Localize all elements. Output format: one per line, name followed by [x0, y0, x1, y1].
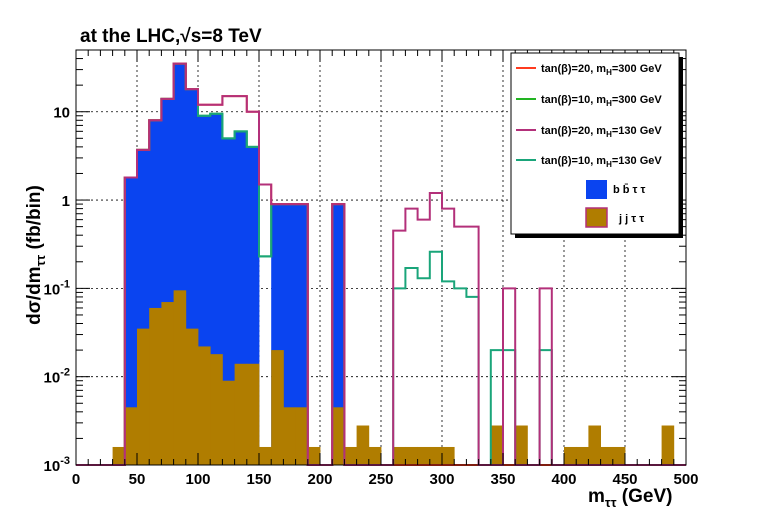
- histogram-bar: [600, 446, 614, 465]
- histogram-bar: [271, 350, 284, 465]
- histogram-bar: [234, 363, 248, 465]
- x-axis-ticks: 0 50 100 150 200 250 300 350 400 450 500: [72, 50, 699, 488]
- legend-entry-label: tan(β)=10, mH=300 GeV: [541, 94, 662, 108]
- histogram-bar: [368, 446, 382, 465]
- x-tick-label: 350: [490, 471, 515, 488]
- histogram-bar: [161, 302, 174, 465]
- histogram-bar: [564, 446, 577, 465]
- histogram-bar: [515, 425, 528, 465]
- y-axis-label: dσ/dmττ (fb/bin): [24, 185, 48, 325]
- histogram-bar: [137, 328, 150, 465]
- y-tick-label: 10-1: [44, 278, 70, 298]
- y-tick-label: 10: [53, 105, 70, 122]
- histogram-bar: [356, 425, 370, 465]
- x-tick-label: 100: [185, 471, 210, 488]
- y-tick-label: 1: [62, 193, 70, 210]
- histogram-bar: [576, 446, 589, 465]
- histogram-bar: [393, 446, 406, 465]
- x-tick-label: 300: [429, 471, 454, 488]
- histogram-bar: [185, 328, 199, 465]
- histogram-bar: [490, 425, 504, 465]
- legend-entry-label: b b̄ τ τ: [613, 184, 646, 196]
- histogram-bar: [612, 446, 626, 465]
- legend-entry-label: tan(β)=20, mH=130 GeV: [541, 125, 662, 139]
- histogram-bar: [442, 446, 455, 465]
- histogram-bar: [112, 446, 126, 465]
- x-tick-label: 250: [368, 471, 393, 488]
- series-j-j-: [112, 290, 675, 465]
- histogram-bar: [295, 204, 309, 466]
- histogram-bar: [124, 177, 138, 465]
- histogram-bar: [332, 204, 345, 466]
- x-tick-label: 50: [129, 471, 146, 488]
- legend: tan(β)=20, mH=300 GeV tan(β)=10, mH=300 G…: [510, 52, 683, 238]
- y-tick-label: 10-3: [44, 455, 70, 475]
- legend-fill-swatch: [586, 180, 607, 199]
- legend-entry-label: j j τ τ: [618, 213, 644, 225]
- histogram-bar: [295, 407, 309, 465]
- x-tick-label: 450: [612, 471, 637, 488]
- legend-entry-label: tan(β)=20, mH=300 GeV: [541, 63, 662, 77]
- x-tick-label: 500: [673, 471, 698, 488]
- y-tick-label: 10-2: [44, 367, 70, 387]
- histogram-bar: [198, 346, 211, 465]
- legend-entry-label: tan(β)=10, mH=130 GeV: [541, 155, 662, 169]
- x-axis-label: mττ (GeV): [588, 486, 672, 510]
- x-tick-label: 400: [551, 471, 576, 488]
- histogram-bar: [429, 446, 443, 465]
- histogram-bar: [344, 446, 357, 465]
- histogram-bar: [283, 407, 296, 465]
- histogram-bar: [173, 290, 187, 465]
- histogram-bar: [246, 363, 260, 465]
- legend-box: [510, 52, 680, 235]
- filled-histograms: [112, 63, 675, 466]
- histogram-bar: [210, 354, 223, 465]
- histogram-bar: [417, 446, 431, 465]
- histogram-bar: [661, 425, 675, 465]
- histogram-bar: [222, 380, 235, 465]
- x-tick-label: 200: [307, 471, 332, 488]
- x-tick-label: 0: [72, 471, 80, 488]
- histogram-bar: [588, 425, 601, 465]
- histogram-bar: [259, 446, 272, 465]
- histogram-bar: [149, 307, 162, 465]
- histogram-bar: [332, 407, 345, 465]
- histogram-bar: [283, 204, 296, 466]
- x-tick-label: 150: [246, 471, 271, 488]
- histogram-bar: [405, 446, 418, 465]
- histogram-bar: [307, 446, 321, 465]
- legend-fill-swatch: [585, 207, 608, 228]
- chart-title: at the LHC,√s=8 TeV: [80, 26, 262, 47]
- histogram-bar: [124, 407, 138, 465]
